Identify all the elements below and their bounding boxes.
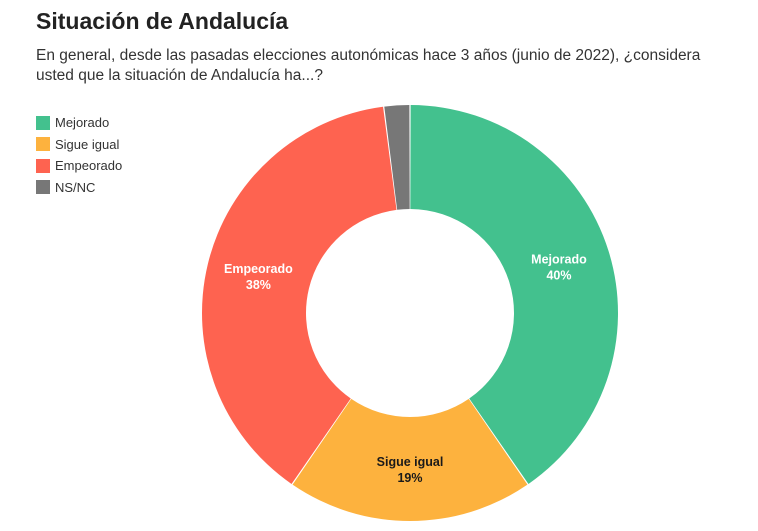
slice-label-empeorado: Empeorado 38% — [224, 262, 293, 292]
legend-swatch — [36, 158, 50, 173]
legend-swatch — [36, 115, 50, 130]
slice-ns-nc[interactable] — [384, 105, 410, 210]
slice-sigue-igual[interactable] — [292, 398, 528, 522]
slice-mejorado[interactable] — [410, 105, 619, 484]
legend-label: Empeorado — [55, 158, 123, 174]
legend-item-sigue-igual[interactable]: Sigue igual — [36, 134, 122, 156]
legend-item-empeorado[interactable]: Empeorado — [36, 155, 122, 177]
slice-empeorado[interactable] — [201, 106, 397, 484]
chart-legend: Mejorado Sigue igual Empeorado NS/NC — [36, 112, 122, 198]
chart-subtitle: En general, desde las pasadas elecciones… — [36, 47, 701, 84]
chart-title: Situación de Andalucía — [36, 8, 289, 34]
slice-label-mejorado: Mejorado 40% — [531, 253, 587, 283]
legend-swatch — [36, 180, 50, 195]
legend-label: NS/NC — [55, 179, 96, 195]
legend-label: Sigue igual — [55, 136, 120, 152]
legend-label: Mejorado — [55, 115, 110, 131]
legend-item-ns-nc[interactable]: NS/NC — [36, 177, 122, 199]
slice-label-sigue-igual: Sigue igual 19% — [377, 455, 444, 485]
legend-item-mejorado[interactable]: Mejorado — [36, 112, 122, 134]
legend-swatch — [36, 137, 50, 152]
